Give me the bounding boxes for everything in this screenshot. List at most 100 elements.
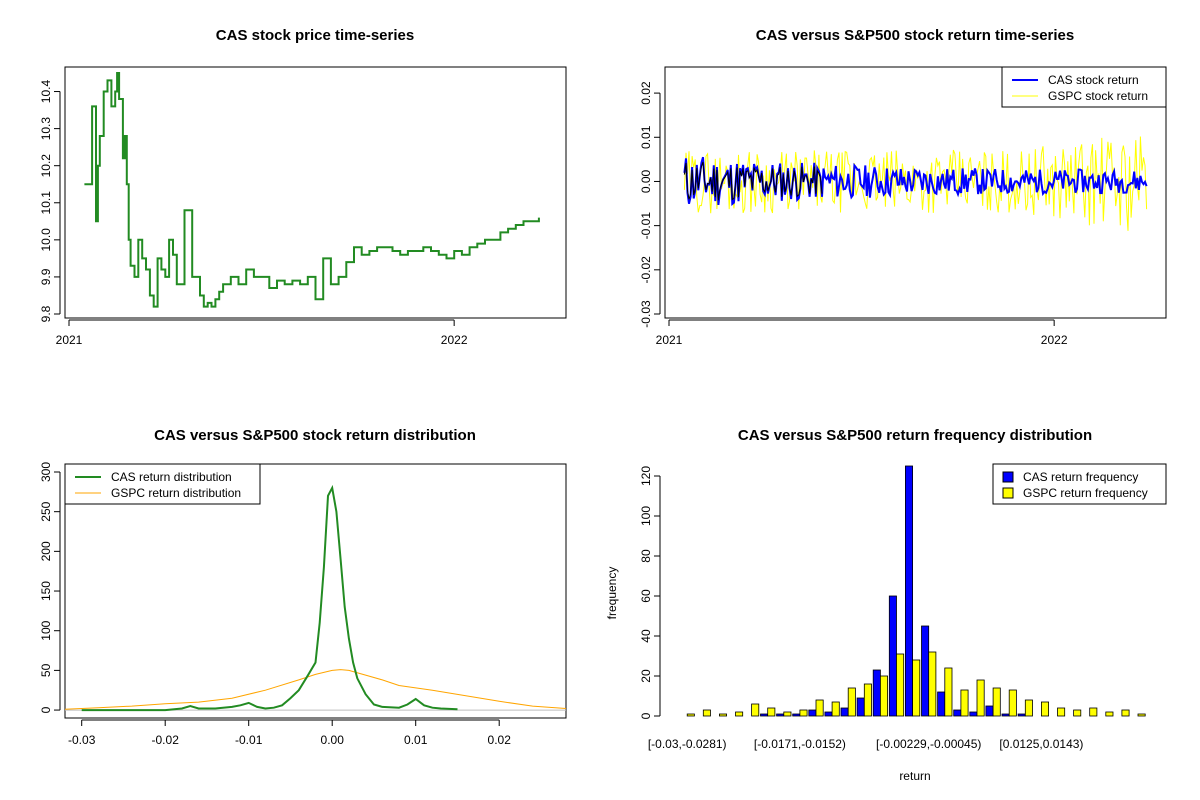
density-y-tick-label: 100 xyxy=(39,620,53,640)
density-x-tick-label: 0.02 xyxy=(488,733,512,747)
returns-x-tick-label: 2021 xyxy=(656,333,683,347)
hist-legend-swatch xyxy=(1002,471,1014,483)
cas-return-line xyxy=(683,156,1148,206)
hist-legend-box xyxy=(992,463,1167,505)
price-chart-title: CAS stock price time-series xyxy=(216,27,414,44)
returns-legend-box xyxy=(1001,66,1167,108)
hist-bar-gspc xyxy=(735,711,744,717)
hist-legend-label: GSPC return frequency xyxy=(1023,486,1148,500)
price-y-tick-label: 10.1 xyxy=(39,191,53,215)
hist-bar-gspc xyxy=(815,699,824,717)
histogram-chart-title: CAS versus S&P500 return frequency distr… xyxy=(738,427,1092,444)
hist-bar-gspc xyxy=(992,687,1001,717)
returns-y-tick-label: -0.01 xyxy=(639,212,653,240)
price-y-tick-label: 10.4 xyxy=(39,80,53,104)
hist-bar-gspc xyxy=(1057,707,1066,717)
returns-y-tick-label: 0.00 xyxy=(639,169,653,193)
histogram-chart-panel: CAS versus S&P500 return frequency distr… xyxy=(605,427,1167,783)
hist-bar-gspc xyxy=(831,701,840,717)
price-series-line xyxy=(84,72,540,308)
returns-y-tick-label: 0.01 xyxy=(639,125,653,149)
price-y-tick-label: 9.9 xyxy=(39,268,53,285)
returns-legend-label: GSPC stock return xyxy=(1048,89,1148,103)
density-plot-box xyxy=(64,463,567,719)
density-y-tick-label: 0 xyxy=(39,706,53,713)
density-x-tick-label: 0.01 xyxy=(404,733,428,747)
density-y-tick-label: 50 xyxy=(39,663,53,677)
density-y-tick-label: 300 xyxy=(39,462,53,482)
price-y-tick-label: 10.0 xyxy=(39,228,53,252)
price-y-tick-label: 10.2 xyxy=(39,154,53,178)
hist-bar-cas xyxy=(888,595,897,717)
density-y-tick-label: 150 xyxy=(39,581,53,601)
hist-bar-gspc xyxy=(1041,701,1050,717)
density-x-tick-label: -0.03 xyxy=(68,733,96,747)
hist-bar-cas xyxy=(921,625,930,717)
gspc-density-line xyxy=(64,669,567,710)
hist-y-tick-label: 20 xyxy=(639,669,653,683)
hist-bar-cas xyxy=(1001,713,1010,717)
hist-bar-gspc xyxy=(896,653,905,717)
price-y-tick-label: 9.8 xyxy=(39,305,53,322)
hist-bar-gspc xyxy=(1105,711,1114,717)
hist-bar-gspc xyxy=(880,675,889,717)
gspc-return-line xyxy=(683,136,1148,231)
hist-bar-cas xyxy=(808,709,817,717)
hist-bar-gspc xyxy=(960,689,969,717)
price-plot-box xyxy=(64,66,567,319)
returns-y-tick-label: -0.02 xyxy=(639,256,653,284)
price-x-tick-label: 2022 xyxy=(441,333,468,347)
cas-density-line xyxy=(81,484,458,712)
returns-x-tick-label: 2022 xyxy=(1041,333,1068,347)
returns-plot-box xyxy=(664,66,1167,319)
density-legend-label: CAS return distribution xyxy=(111,470,232,484)
hist-bar-gspc xyxy=(1137,713,1146,717)
hist-bar-gspc xyxy=(944,667,953,717)
hist-y-tick-label: 120 xyxy=(639,466,653,486)
hist-bar-cas xyxy=(985,705,994,717)
hist-y-tick-label: 40 xyxy=(639,629,653,643)
hist-bar-gspc xyxy=(928,651,937,717)
hist-bar-cas xyxy=(792,713,801,717)
density-y-tick-label: 200 xyxy=(39,541,53,561)
hist-bar-gspc xyxy=(702,709,711,717)
hist-bar-cas xyxy=(824,711,833,717)
histogram-y-axis-label: frequency xyxy=(605,567,619,620)
hist-category-label: [-0.03,-0.0281) xyxy=(648,737,727,751)
returns-chart-panel: CAS versus S&P500 stock return time-seri… xyxy=(639,27,1167,347)
hist-bar-gspc xyxy=(1024,699,1033,717)
hist-bar-gspc xyxy=(719,713,728,717)
hist-bar-cas xyxy=(760,713,769,717)
hist-bar-cas xyxy=(776,713,785,717)
density-x-tick-label: -0.01 xyxy=(235,733,263,747)
price-y-tick-label: 10.3 xyxy=(39,117,53,141)
hist-bar-cas xyxy=(937,691,946,717)
hist-bar-gspc xyxy=(783,711,792,717)
price-x-tick-label: 2021 xyxy=(56,333,83,347)
hist-bar-cas xyxy=(953,709,962,717)
hist-bar-gspc xyxy=(863,683,872,717)
hist-bar-gspc xyxy=(1121,709,1130,717)
hist-bar-gspc xyxy=(799,709,808,717)
hist-y-tick-label: 100 xyxy=(639,506,653,526)
hist-legend-label: CAS return frequency xyxy=(1023,470,1138,484)
density-x-tick-label: 0.00 xyxy=(321,733,345,747)
hist-legend-swatch xyxy=(1002,487,1014,499)
hist-y-tick-label: 0 xyxy=(639,712,653,719)
hist-y-tick-label: 60 xyxy=(639,589,653,603)
hist-bar-gspc xyxy=(1089,707,1098,717)
hist-bar-gspc xyxy=(751,703,760,717)
hist-bar-gspc xyxy=(912,659,921,717)
hist-bar-gspc xyxy=(976,679,985,717)
hist-bar-cas xyxy=(1017,713,1026,717)
density-y-tick-label: 250 xyxy=(39,501,53,521)
hist-category-label: [-0.0171,-0.0152) xyxy=(754,737,846,751)
hist-bar-cas xyxy=(856,697,865,717)
returns-y-tick-label: 0.02 xyxy=(639,81,653,105)
density-legend-label: GSPC return distribution xyxy=(111,486,241,500)
density-chart-title: CAS versus S&P500 stock return distribut… xyxy=(154,427,476,444)
density-legend-box xyxy=(64,463,261,505)
hist-bar-cas xyxy=(969,711,978,717)
hist-category-label: [-0.00229,-0.00045) xyxy=(876,737,981,751)
